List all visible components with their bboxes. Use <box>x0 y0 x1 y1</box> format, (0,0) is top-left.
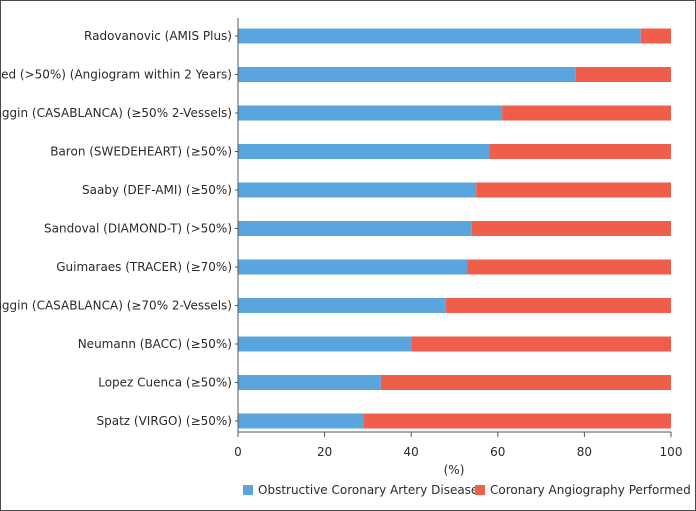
x-axis-title: (%) <box>444 463 465 477</box>
bar-obstructive-cad <box>238 298 446 313</box>
bar-angiography-performed <box>476 182 671 198</box>
bar-obstructive-cad <box>238 182 477 198</box>
legend-swatch <box>475 485 485 495</box>
bar-obstructive-cad <box>238 221 472 236</box>
bar-angiography-performed <box>489 144 671 159</box>
legend: Obstructive Coronary Artery Disease Coron… <box>243 483 691 497</box>
category-label: Baron (SWEDEHEART) (≥50%) <box>50 145 232 159</box>
category-label: Radovanovic (AMIS Plus) <box>84 29 232 43</box>
category-label: Gaggin (CASABLANCA) (≥50% 2-Vessels) <box>0 106 232 120</box>
bar-angiography-performed <box>363 413 671 429</box>
bar-obstructive-cad <box>238 413 364 429</box>
bar-obstructive-cad <box>238 375 381 390</box>
x-tick-label: 0 <box>234 445 242 459</box>
bar-angiography-performed <box>380 375 671 390</box>
category-label: Spatz (VIRGO) (≥50%) <box>96 414 232 428</box>
category-label: Guimaraes (TRACER) (≥70%) <box>56 260 232 274</box>
x-tick-label: 100 <box>660 445 683 459</box>
bar-obstructive-cad <box>238 259 468 275</box>
bar-obstructive-cad <box>238 105 503 121</box>
category-label: Saaby (DEF-AMI) (≥50%) <box>82 183 232 197</box>
category-label: Javed (>50%) (Angiogram within 2 Years) <box>0 68 232 82</box>
x-tick-label: 60 <box>490 445 505 459</box>
bar-angiography-performed <box>575 67 671 82</box>
bar-obstructive-cad <box>238 144 490 159</box>
bars-group <box>238 28 671 429</box>
bar-obstructive-cad <box>238 67 576 82</box>
legend-swatch <box>243 485 253 495</box>
category-label: Lopez Cuenca (≥50%) <box>98 376 232 390</box>
bar-angiography-performed <box>471 221 671 236</box>
x-tick-label: 80 <box>577 445 592 459</box>
bar-angiography-performed <box>445 298 671 313</box>
category-label: Sandoval (DIAMOND-T) (>50%) <box>44 222 232 236</box>
legend-label: Obstructive Coronary Artery Disease <box>258 483 478 497</box>
legend-label: Coronary Angiography Performed <box>490 483 691 497</box>
x-tick-label: 20 <box>317 445 332 459</box>
category-labels: Radovanovic (AMIS Plus) Javed (>50%) (Ang… <box>0 29 238 428</box>
bar-angiography-performed <box>502 105 671 121</box>
category-label: Neumann (BACC) (≥50%) <box>78 337 232 351</box>
bar-obstructive-cad <box>238 336 412 352</box>
bar-obstructive-cad <box>238 28 641 44</box>
bar-angiography-performed <box>640 28 671 44</box>
bar-angiography-performed <box>411 336 671 352</box>
category-label: Gaggin (CASABLANCA) (≥70% 2-Vessels) <box>0 299 232 313</box>
x-ticks: 0 20 40 60 80 100 <box>234 432 682 459</box>
x-tick-label: 40 <box>404 445 419 459</box>
bar-angiography-performed <box>467 259 671 275</box>
